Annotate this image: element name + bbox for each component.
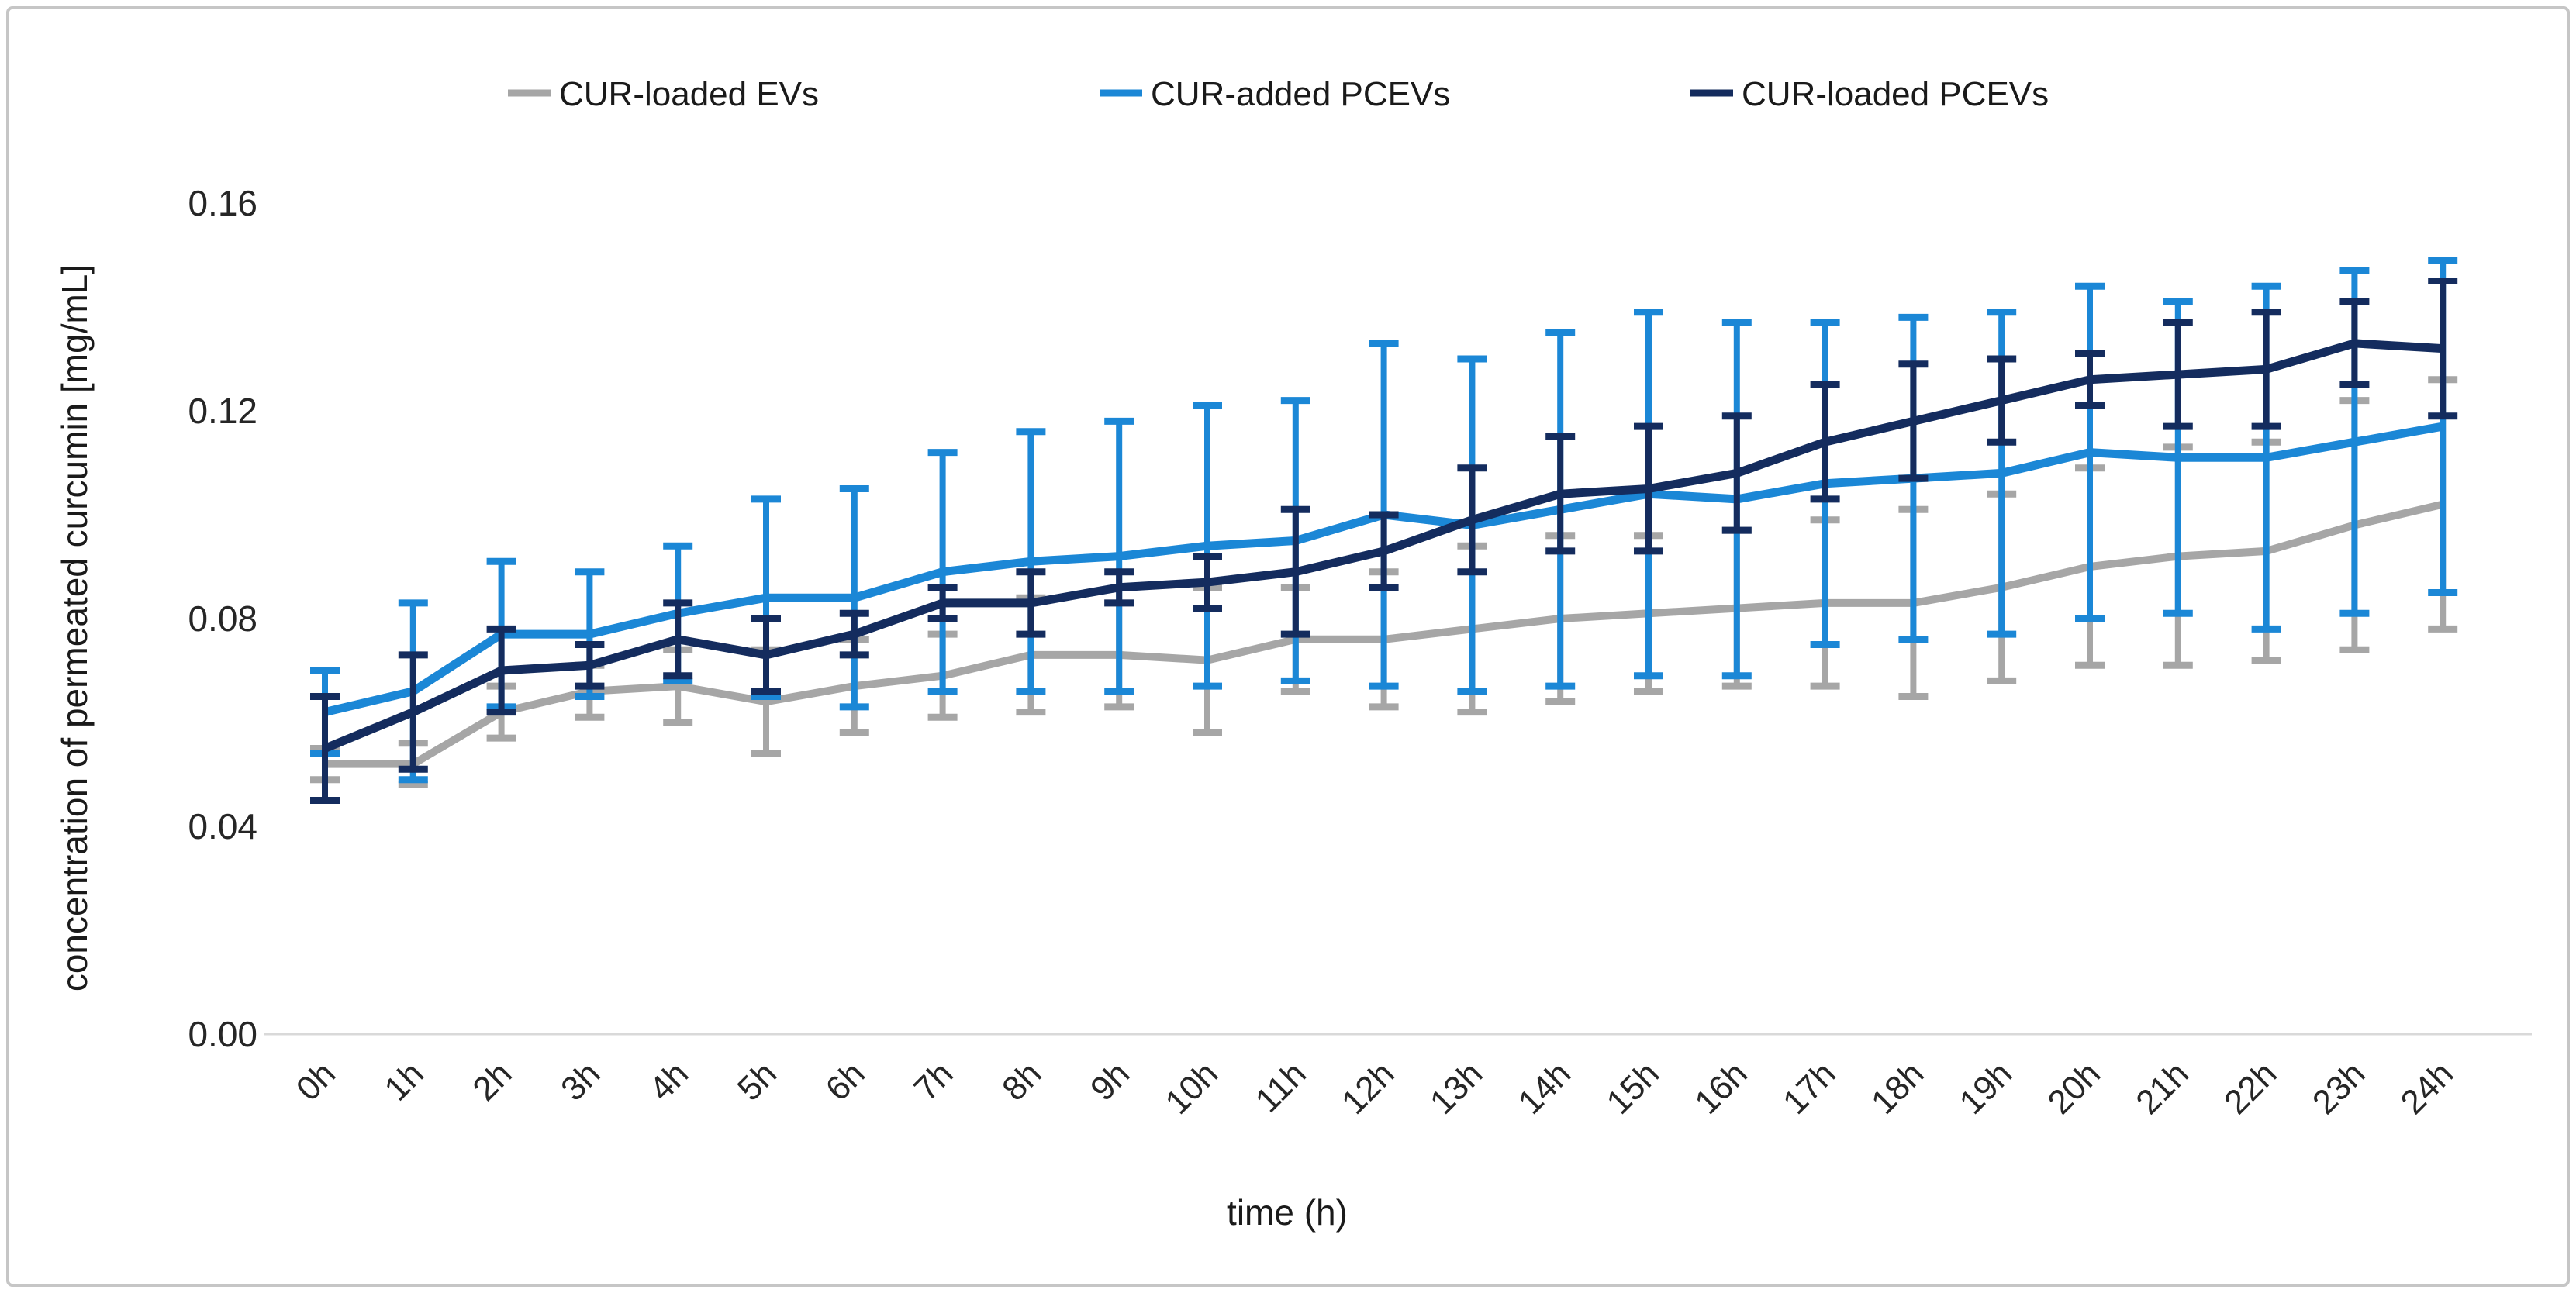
- y-tick-label-0.08: 0.08: [188, 598, 257, 639]
- x-tick-label-11h: 11h: [1248, 1054, 1314, 1119]
- legend: CUR-loaded EVs CUR-added PCEVs CUR-loaded …: [508, 75, 2049, 113]
- y-axis-ticks: 0.00 0.04 0.08 0.12 0.16: [188, 183, 257, 1054]
- x-tick-label-24h: 24h: [2394, 1054, 2461, 1122]
- x-tick-label-22h: 22h: [2217, 1054, 2284, 1122]
- x-tick-label-8h: 8h: [995, 1054, 1048, 1108]
- series-line-cur-loaded-pcevs: [323, 339, 2443, 753]
- x-tick-label-21h: 21h: [2129, 1054, 2196, 1122]
- x-tick-label-16h: 16h: [1687, 1054, 1755, 1122]
- x-tick-label-6h: 6h: [819, 1054, 872, 1108]
- legend-label-cur-added-pcevs: CUR-added PCEVs: [1151, 75, 1450, 113]
- legend-item-cur-loaded-evs: CUR-loaded EVs: [508, 75, 819, 113]
- x-tick-label-7h: 7h: [906, 1054, 960, 1108]
- x-axis-ticks: 0h 1h 2h 3h 4h 5h 6h 7h 8h 9h 10h 11h 12h 13h 14h 15h 16…: [289, 1054, 2460, 1122]
- x-tick-label-17h: 17h: [1776, 1054, 1843, 1122]
- y-tick-label-0.04: 0.04: [188, 806, 257, 846]
- legend-item-cur-added-pcevs: CUR-added PCEVs: [1100, 75, 1450, 113]
- x-tick-label-14h: 14h: [1511, 1054, 1579, 1122]
- x-tick-label-5h: 5h: [730, 1054, 784, 1108]
- x-tick-label-1h: 1h: [378, 1054, 431, 1108]
- x-tick-label-3h: 3h: [554, 1054, 607, 1108]
- x-axis-title: time (h): [1227, 1192, 1348, 1233]
- x-tick-label-23h: 23h: [2305, 1054, 2373, 1122]
- x-tick-label-12h: 12h: [1335, 1054, 1402, 1122]
- x-tick-label-2h: 2h: [465, 1054, 519, 1108]
- y-tick-label-0.12: 0.12: [188, 391, 257, 431]
- x-tick-label-18h: 18h: [1864, 1054, 1932, 1122]
- x-tick-label-4h: 4h: [642, 1054, 696, 1108]
- y-tick-label-0.00: 0.00: [188, 1014, 257, 1054]
- x-tick-label-0h: 0h: [289, 1054, 343, 1108]
- series-group: [310, 257, 2458, 804]
- legend-label-cur-loaded-pcevs: CUR-loaded PCEVs: [1742, 75, 2049, 113]
- x-tick-label-13h: 13h: [1423, 1054, 1490, 1122]
- legend-item-cur-loaded-pcevs: CUR-loaded PCEVs: [1690, 75, 2049, 113]
- x-tick-label-20h: 20h: [2041, 1054, 2108, 1122]
- legend-label-cur-loaded-evs: CUR-loaded EVs: [559, 75, 819, 113]
- x-tick-label-19h: 19h: [1953, 1054, 2020, 1122]
- x-tick-label-15h: 15h: [1600, 1054, 1667, 1122]
- x-tick-label-10h: 10h: [1159, 1054, 1226, 1122]
- x-tick-label-9h: 9h: [1083, 1054, 1137, 1108]
- y-axis-title: concentration of permeated curcumin [mg/…: [54, 264, 95, 991]
- y-tick-label-0.16: 0.16: [188, 183, 257, 223]
